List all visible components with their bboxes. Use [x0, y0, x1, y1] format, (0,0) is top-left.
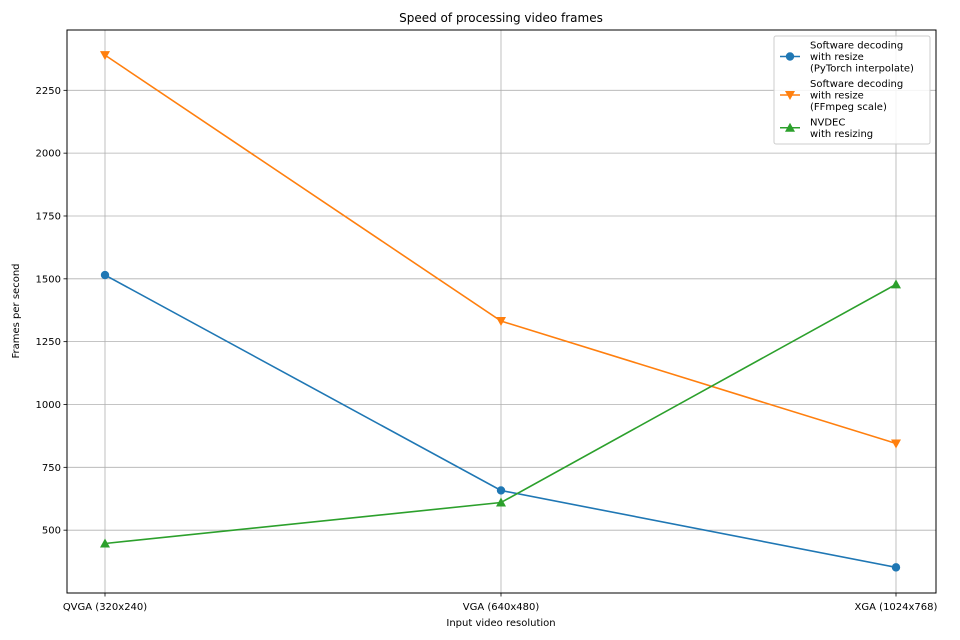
data-point — [891, 563, 901, 572]
legend-marker — [785, 122, 795, 132]
series-3 — [100, 279, 901, 548]
series-1 — [100, 270, 901, 572]
x-axis-title: Input video resolution — [446, 618, 555, 629]
plot-frame — [66, 29, 937, 594]
y-tick-label: 1000 — [36, 400, 61, 411]
data-point — [100, 538, 110, 548]
data-point — [891, 279, 901, 289]
legend-frame — [773, 35, 931, 145]
data-point — [496, 486, 506, 495]
legend-marker — [785, 52, 795, 61]
y-tick-label: 2250 — [36, 86, 61, 97]
data-point — [891, 439, 901, 449]
y-tick-label: 1750 — [36, 211, 61, 222]
legend-label: NVDEC with resizing — [810, 118, 873, 141]
data-point — [496, 497, 506, 507]
y-axis-title: Frames per second — [11, 264, 22, 359]
axes: 500 750 1000 1250 1500 1750 2000 2250 QVGA (320x… — [36, 86, 938, 613]
x-tick-label: XGA (1024x768) — [855, 602, 938, 613]
y-tick-label: 1250 — [36, 337, 61, 348]
y-tick-label: 2000 — [36, 149, 61, 160]
y-tick-label: 750 — [42, 463, 61, 474]
series-layer — [100, 51, 901, 572]
data-point — [100, 51, 110, 61]
legend-label: Software decoding with resize (FFmpeg scal… — [810, 79, 903, 113]
legend-label: Software decoding with resize (PyTorch int… — [810, 41, 914, 75]
y-tick-label: 1500 — [36, 274, 61, 285]
legend-entry: Software decoding with resize (PyTorch int… — [780, 41, 914, 75]
legend-marker — [785, 91, 795, 100]
y-tick-label: 500 — [42, 526, 61, 537]
legend-entry: Software decoding with resize (FFmpeg scal… — [780, 79, 903, 113]
x-tick-label: VGA (640x480) — [463, 602, 540, 613]
legend: Software decoding with resize (PyTorch int… — [773, 35, 931, 145]
data-point — [496, 317, 506, 327]
chart-title: Speed of processing video frames — [399, 11, 603, 25]
data-point — [100, 270, 110, 280]
legend-entry: NVDEC with resizing — [780, 118, 873, 141]
x-tick-label: QVGA (320x240) — [63, 602, 147, 613]
series-2 — [100, 51, 901, 449]
